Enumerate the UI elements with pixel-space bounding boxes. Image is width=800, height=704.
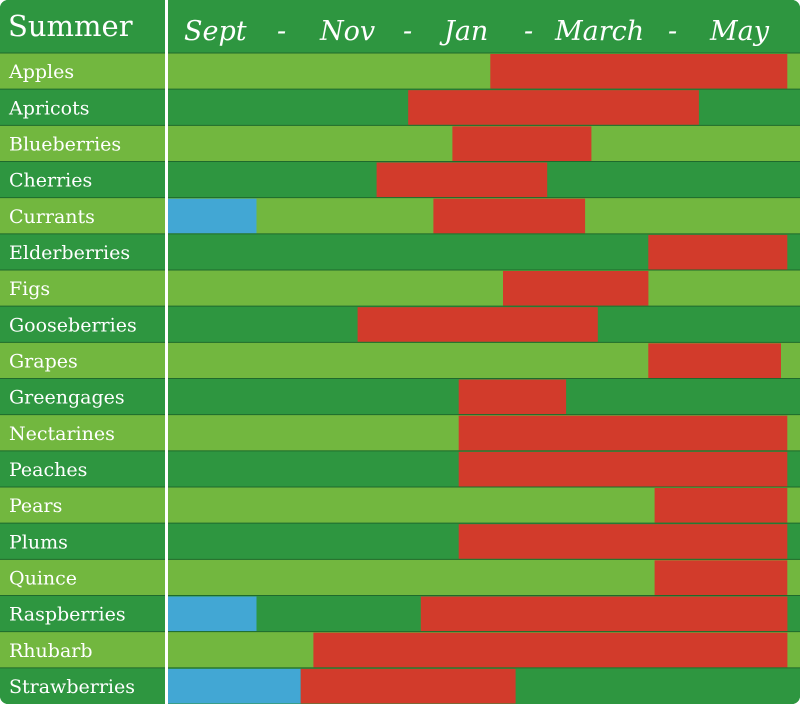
row-label-background <box>0 595 165 632</box>
header-background <box>0 0 800 53</box>
red-season-segment <box>357 307 598 342</box>
red-season-segment <box>654 560 788 595</box>
row-label: Gooseberries <box>9 314 137 336</box>
red-season-segment <box>408 90 699 125</box>
row-label-background <box>0 414 165 451</box>
chart-title: Summer <box>8 9 133 43</box>
row-label: Peaches <box>9 459 87 481</box>
header-month-label: Nov <box>319 16 375 47</box>
red-season-segment <box>458 451 788 487</box>
row-label-background <box>0 667 165 704</box>
blue-season-segment <box>168 198 257 234</box>
fruit-row: Apples <box>0 52 800 90</box>
fruit-row: Gooseberries <box>0 305 800 343</box>
row-bar-background <box>168 270 800 307</box>
red-season-segment <box>300 668 516 704</box>
row-label-background <box>0 487 165 524</box>
column-divider <box>165 0 168 704</box>
row-label: Greengages <box>9 387 125 409</box>
row-label-background <box>0 89 165 126</box>
row-label: Strawberries <box>9 676 135 698</box>
fruit-row: Quince <box>0 558 800 596</box>
row-label: Elderberries <box>9 242 130 264</box>
fruit-row: Blueberries <box>0 124 800 162</box>
red-season-segment <box>376 162 548 198</box>
fruit-row: Peaches <box>0 450 800 487</box>
fruit-row: Elderberries <box>0 233 800 270</box>
row-label-background <box>0 125 165 162</box>
red-season-segment <box>648 234 788 270</box>
red-season-segment <box>313 632 788 668</box>
red-season-segment <box>648 343 781 378</box>
red-season-segment <box>433 198 586 234</box>
fruit-row: Rhubarb <box>0 631 800 668</box>
red-season-segment <box>458 415 788 451</box>
row-label: Plums <box>9 531 68 553</box>
row-label-background <box>0 378 165 415</box>
red-season-segment <box>490 54 788 89</box>
row-label: Blueberries <box>9 133 121 155</box>
fruit-row: Pears <box>0 486 800 524</box>
row-label: Nectarines <box>9 423 115 445</box>
row-label: Pears <box>9 495 62 517</box>
header-month-label: Sept <box>184 16 247 47</box>
fruit-row: Currants <box>0 197 800 234</box>
row-label: Grapes <box>9 350 78 372</box>
row-label-background <box>0 161 165 198</box>
row-label-background <box>0 53 165 90</box>
fruit-row: Cherries <box>0 161 800 198</box>
row-label-background <box>0 450 165 487</box>
fruit-row: Grapes <box>0 341 800 379</box>
header-month-label: Jan <box>439 16 488 47</box>
header-separator: - <box>277 16 286 47</box>
row-label: Raspberries <box>9 604 126 626</box>
blue-season-segment <box>168 596 257 632</box>
red-season-segment <box>458 379 567 415</box>
row-label-background <box>0 270 165 307</box>
red-season-segment <box>654 488 788 523</box>
header-separator: - <box>524 16 533 47</box>
row-label: Cherries <box>9 170 92 192</box>
row-label-background <box>0 233 165 270</box>
row-label-background <box>0 559 165 596</box>
fruit-row: Figs <box>0 269 800 307</box>
row-label: Apricots <box>8 97 90 119</box>
fruit-row: Raspberries <box>0 595 800 632</box>
fruit-row: Plums <box>0 522 800 560</box>
row-label: Apples <box>8 61 74 83</box>
red-season-segment <box>503 271 649 306</box>
row-label: Figs <box>9 278 50 300</box>
blue-season-segment <box>168 668 301 704</box>
row-label-background <box>0 631 165 668</box>
red-season-segment <box>458 524 788 559</box>
fruit-row: Nectarines <box>0 414 800 451</box>
row-label-background <box>0 197 165 234</box>
red-season-segment <box>420 596 788 632</box>
red-season-segment <box>452 126 592 161</box>
header-month-label: May <box>709 16 770 47</box>
fruit-row: Strawberries <box>0 667 800 704</box>
row-label-background <box>0 342 165 379</box>
row-label: Rhubarb <box>9 640 93 662</box>
row-label: Quince <box>9 567 77 589</box>
row-label-background <box>0 306 165 343</box>
row-label-background <box>0 523 165 560</box>
row-label: Currants <box>9 206 95 228</box>
header-separator: - <box>668 16 677 47</box>
header-month-label: March <box>554 16 644 47</box>
header-separator: - <box>403 16 412 47</box>
fruit-row: Apricots <box>0 88 800 126</box>
fruit-row: Greengages <box>0 378 800 415</box>
